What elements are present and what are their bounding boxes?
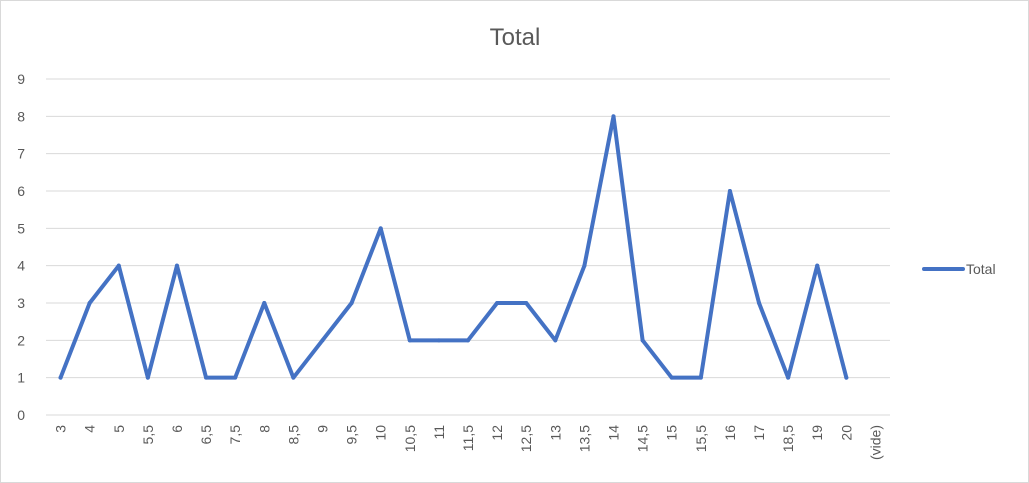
data-point: [611, 114, 616, 119]
x-tick-label: 10: [373, 425, 389, 441]
chart-title: Total: [490, 24, 541, 51]
data-point: [815, 263, 820, 268]
x-tick-label: 12: [489, 425, 505, 441]
gridlines: [46, 78, 890, 416]
data-point: [291, 375, 296, 380]
y-tick-label: 9: [17, 71, 25, 87]
data-point: [757, 301, 762, 305]
data-point: [553, 338, 558, 343]
data-point: [349, 301, 354, 305]
data-point: [145, 375, 150, 380]
y-axis-ticks: 0 1 2 3 4 5 6 7 8 9: [17, 71, 25, 423]
x-tick-label: 13: [547, 425, 563, 441]
x-tick-label: 18,5: [780, 425, 796, 452]
data-point: [378, 226, 383, 231]
x-tick-label: 11,5: [460, 425, 476, 451]
legend-label-total: Total: [966, 261, 996, 277]
data-point: [116, 263, 121, 268]
data-point: [844, 375, 849, 380]
x-tick-label: 19: [809, 425, 825, 441]
data-point: [87, 301, 92, 305]
data-point: [669, 375, 674, 380]
x-axis-ticks: 3 4 5 5,5 6 6,5 7,5 8 8,5 9 9,5 10 10,5 11 11,5 12 12,5 1…: [53, 425, 884, 460]
x-tick-label: 15,5: [693, 425, 709, 452]
data-point: [786, 375, 791, 380]
x-tick-label: 5,5: [140, 425, 156, 445]
x-tick-label: 6,5: [198, 425, 214, 445]
x-tick-label: 10,5: [402, 425, 418, 452]
data-point: [407, 338, 412, 343]
data-point: [436, 338, 441, 343]
x-tick-label: 15: [664, 425, 680, 441]
x-tick-label: 13,5: [576, 425, 592, 452]
y-tick-label: 7: [17, 146, 25, 162]
data-point: [727, 189, 732, 193]
data-point: [640, 338, 645, 343]
x-tick-label: 16: [722, 425, 738, 441]
x-tick-label: 9,5: [344, 425, 360, 445]
x-tick-label: 5: [111, 425, 127, 433]
x-tick-label: (vide): [867, 425, 883, 460]
data-point: [495, 301, 500, 305]
data-point: [204, 375, 209, 380]
y-tick-label: 0: [17, 407, 25, 423]
y-tick-label: 3: [17, 295, 25, 311]
data-point: [174, 263, 179, 268]
data-point: [233, 375, 238, 380]
y-tick-label: 8: [17, 108, 25, 124]
x-tick-label: 9: [314, 425, 330, 433]
y-tick-label: 5: [17, 220, 25, 236]
x-tick-label: 8,5: [285, 425, 301, 445]
x-tick-label: 17: [751, 425, 767, 441]
data-point: [58, 375, 63, 380]
data-point: [262, 301, 267, 305]
y-tick-label: 1: [17, 370, 25, 386]
data-point: [698, 375, 703, 380]
y-tick-label: 4: [17, 258, 25, 274]
data-point: [466, 338, 470, 343]
series-layer: [58, 114, 849, 380]
x-tick-label: 6: [169, 425, 185, 433]
x-tick-label: 14: [606, 425, 622, 441]
data-point: [582, 263, 587, 268]
x-tick-label: 12,5: [518, 425, 534, 452]
x-tick-label: 3: [53, 425, 69, 433]
data-point: [320, 338, 325, 343]
x-tick-label: 8: [256, 425, 272, 433]
y-tick-label: 6: [17, 183, 25, 199]
legend: Total: [922, 261, 996, 277]
data-point: [524, 301, 529, 305]
x-tick-label: 7,5: [227, 425, 243, 445]
x-tick-label: 4: [82, 425, 98, 433]
x-tick-label: 20: [838, 425, 854, 441]
x-tick-label: 14,5: [635, 425, 651, 452]
series-line-0: [58, 114, 849, 380]
x-tick-label: 11: [431, 425, 447, 440]
y-tick-label: 2: [17, 332, 25, 348]
